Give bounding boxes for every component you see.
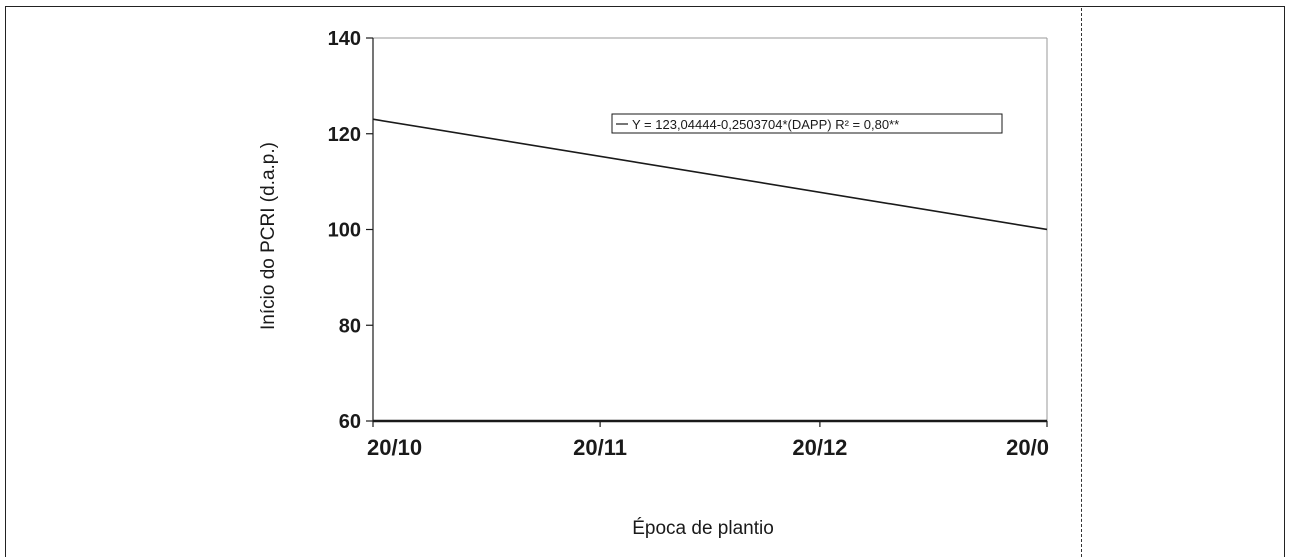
y-tick-label: 80 (339, 315, 361, 337)
plot-area: 60 80 100 120 140 20/10 20/11 20/12 20/0 (328, 28, 1049, 460)
y-tick-label: 100 (328, 220, 361, 242)
legend-box (611, 113, 1003, 134)
dashed-divider (1081, 8, 1082, 557)
series-line (372, 118, 1048, 231)
x-tick-label: 20/0 (1006, 435, 1049, 460)
legend-entry: Y = 123,04444-0,2503704*(DAPP) R² = 0,80… (632, 117, 899, 132)
y-tick-label: 60 (339, 411, 361, 433)
x-tick-label: 20/10 (367, 435, 422, 460)
y-axis-label: Início do PCRI (d.a.p.) (258, 142, 279, 330)
legend: Y = 123,04444-0,2503704*(DAPP) R² = 0,80… (611, 113, 1003, 134)
figure-frame (5, 6, 1285, 557)
y-tick-label: 140 (328, 28, 361, 50)
x-tick-label: 20/12 (792, 435, 847, 460)
x-axis-label: Época de plantio (632, 518, 774, 539)
x-tick-label: 20/11 (573, 435, 627, 460)
y-tick-label: 120 (328, 124, 361, 146)
